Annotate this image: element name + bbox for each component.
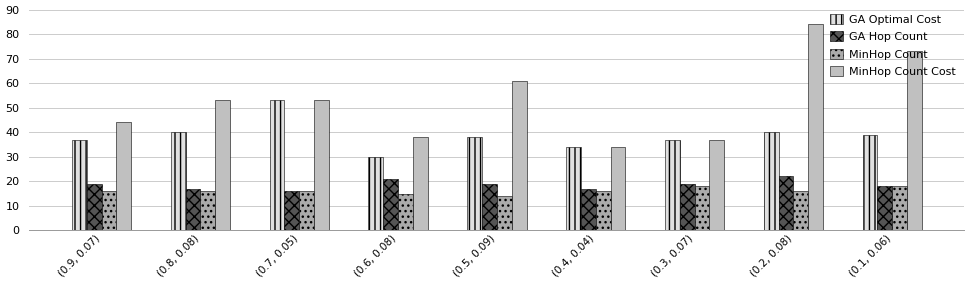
Bar <box>665 139 679 230</box>
Bar <box>314 100 328 230</box>
Bar <box>116 122 131 230</box>
Bar <box>284 191 298 230</box>
Bar <box>512 81 526 230</box>
Bar <box>368 157 383 230</box>
Bar <box>793 191 807 230</box>
Bar <box>72 139 86 230</box>
Bar <box>269 100 284 230</box>
Bar <box>171 132 185 230</box>
Bar <box>201 191 215 230</box>
Bar <box>102 191 116 230</box>
Bar <box>413 137 427 230</box>
Bar <box>906 51 921 230</box>
Bar <box>482 184 496 230</box>
Legend: GA Optimal Cost, GA Hop Count, MinHop Count, MinHop Count Cost: GA Optimal Cost, GA Hop Count, MinHop Co… <box>826 11 958 80</box>
Bar <box>877 186 891 230</box>
Bar <box>610 147 625 230</box>
Bar <box>566 147 580 230</box>
Bar <box>496 196 512 230</box>
Bar <box>891 186 906 230</box>
Bar <box>383 179 397 230</box>
Bar <box>708 139 724 230</box>
Bar <box>215 100 230 230</box>
Bar <box>86 184 102 230</box>
Bar <box>595 191 610 230</box>
Bar <box>763 132 778 230</box>
Bar <box>580 189 595 230</box>
Bar <box>467 137 482 230</box>
Bar <box>807 24 823 230</box>
Bar <box>679 184 694 230</box>
Bar <box>298 191 314 230</box>
Bar <box>397 193 413 230</box>
Bar <box>185 189 201 230</box>
Bar <box>778 176 793 230</box>
Bar <box>694 186 708 230</box>
Bar <box>861 135 877 230</box>
